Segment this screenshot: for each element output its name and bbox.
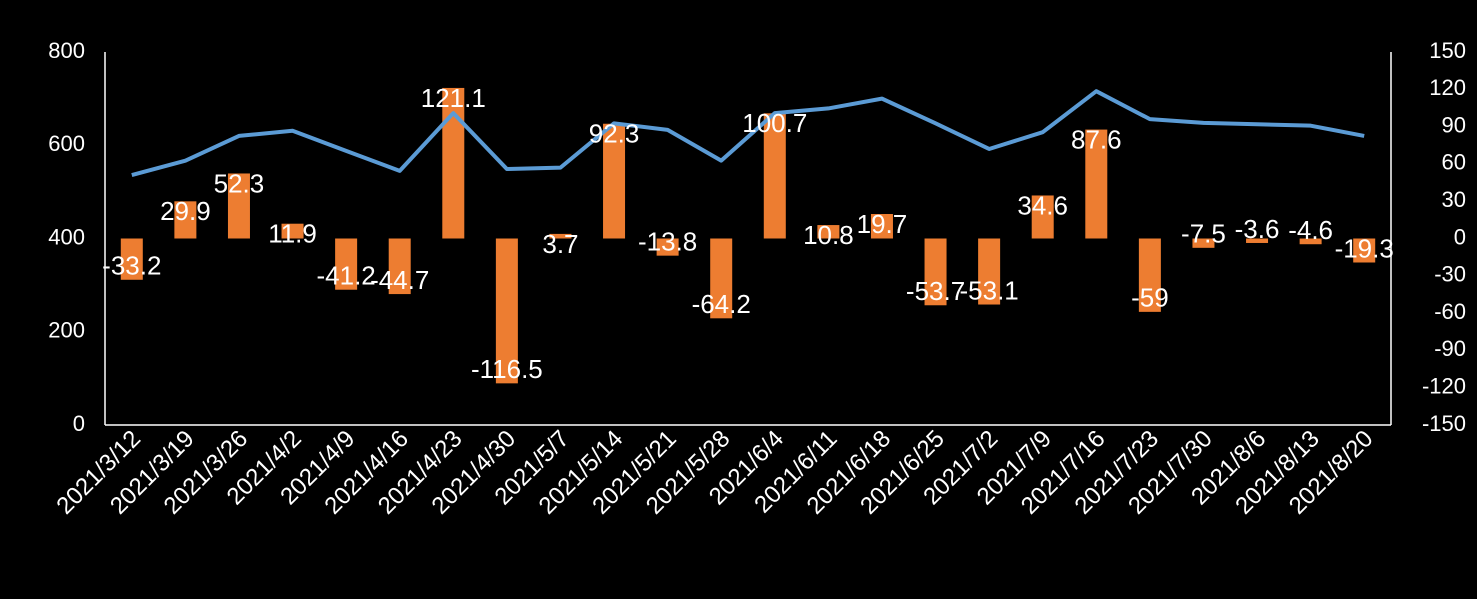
- bar: [442, 87, 465, 239]
- bar: [1138, 238, 1161, 312]
- bar-data-label: -3.6: [1235, 214, 1280, 244]
- bar-data-label: -64.2: [692, 289, 751, 319]
- bar: [281, 223, 304, 239]
- bar-data-label: -7.5: [1181, 219, 1226, 249]
- bar-data-label: 3.7: [542, 229, 578, 259]
- bar: [174, 201, 197, 239]
- y-left-tick-label: 800: [48, 38, 85, 63]
- bar-data-label: -44.7: [370, 265, 429, 295]
- bar-data-label: -116.5: [471, 354, 543, 384]
- line-series: [131, 89, 1365, 178]
- bar-data-label: 19.7: [857, 209, 908, 239]
- bar-data-label: 11.9: [268, 219, 317, 249]
- bar-data-label: 92.3: [589, 119, 640, 149]
- y-right-tick-label: 120: [1429, 75, 1466, 100]
- bar-data-label: -19.3: [1335, 233, 1394, 263]
- bar: [1353, 238, 1376, 263]
- bar-data-label: -13.8: [638, 227, 697, 257]
- bar: [335, 238, 358, 290]
- bar: [1031, 195, 1054, 239]
- bar-data-label: -53.1: [959, 275, 1018, 305]
- bar: [549, 233, 572, 239]
- bar-data-label: -53.7: [906, 276, 965, 306]
- bar-data-label: -41.2: [316, 261, 375, 291]
- bar-data-label: 29.9: [160, 196, 211, 226]
- bar: [1085, 129, 1108, 239]
- bar-data-label: -4.6: [1288, 215, 1333, 245]
- y-right-tick-label: -30: [1434, 262, 1466, 287]
- bar: [495, 238, 518, 384]
- y-right-tick-label: -90: [1434, 336, 1466, 361]
- bar: [603, 123, 626, 239]
- bar-data-label: -59: [1131, 283, 1169, 313]
- bar: [388, 238, 411, 295]
- bar: [870, 214, 893, 239]
- bar: [710, 238, 733, 319]
- bar: [656, 238, 679, 256]
- y-left-tick-label: 0: [73, 411, 85, 436]
- bar: [978, 238, 1001, 305]
- y-right-tick-label: 60: [1442, 150, 1466, 175]
- bar-data-label: 87.6: [1071, 124, 1122, 154]
- y-right-tick-label: 30: [1442, 187, 1466, 212]
- bar: [817, 225, 840, 239]
- bar: [227, 173, 250, 239]
- bar: [763, 113, 786, 239]
- y-left-tick-label: 400: [48, 224, 85, 249]
- y-left-tick-label: 200: [48, 318, 85, 343]
- bar: [120, 238, 143, 280]
- bar: [924, 238, 947, 306]
- y-right-tick-label: 150: [1429, 38, 1466, 63]
- bar-data-label: 52.3: [214, 168, 265, 198]
- bar: [1192, 238, 1215, 248]
- bar: [1246, 238, 1269, 243]
- bar-data-label: 10.8: [803, 220, 854, 250]
- y-right-tick-label: 90: [1442, 112, 1466, 137]
- y-right-tick-label: 0: [1454, 224, 1466, 249]
- y-right-tick-label: -60: [1434, 299, 1466, 324]
- y-right-tick-label: -150: [1422, 411, 1466, 436]
- bar-data-label: 34.6: [1017, 190, 1068, 220]
- bar: [1299, 238, 1322, 245]
- bar-data-label: 121.1: [421, 83, 486, 113]
- y-left-tick-label: 600: [48, 131, 85, 156]
- bar-data-label: 100.7: [742, 108, 807, 138]
- y-right-tick-label: -120: [1422, 374, 1466, 399]
- bar-data-label: -33.2: [102, 251, 161, 281]
